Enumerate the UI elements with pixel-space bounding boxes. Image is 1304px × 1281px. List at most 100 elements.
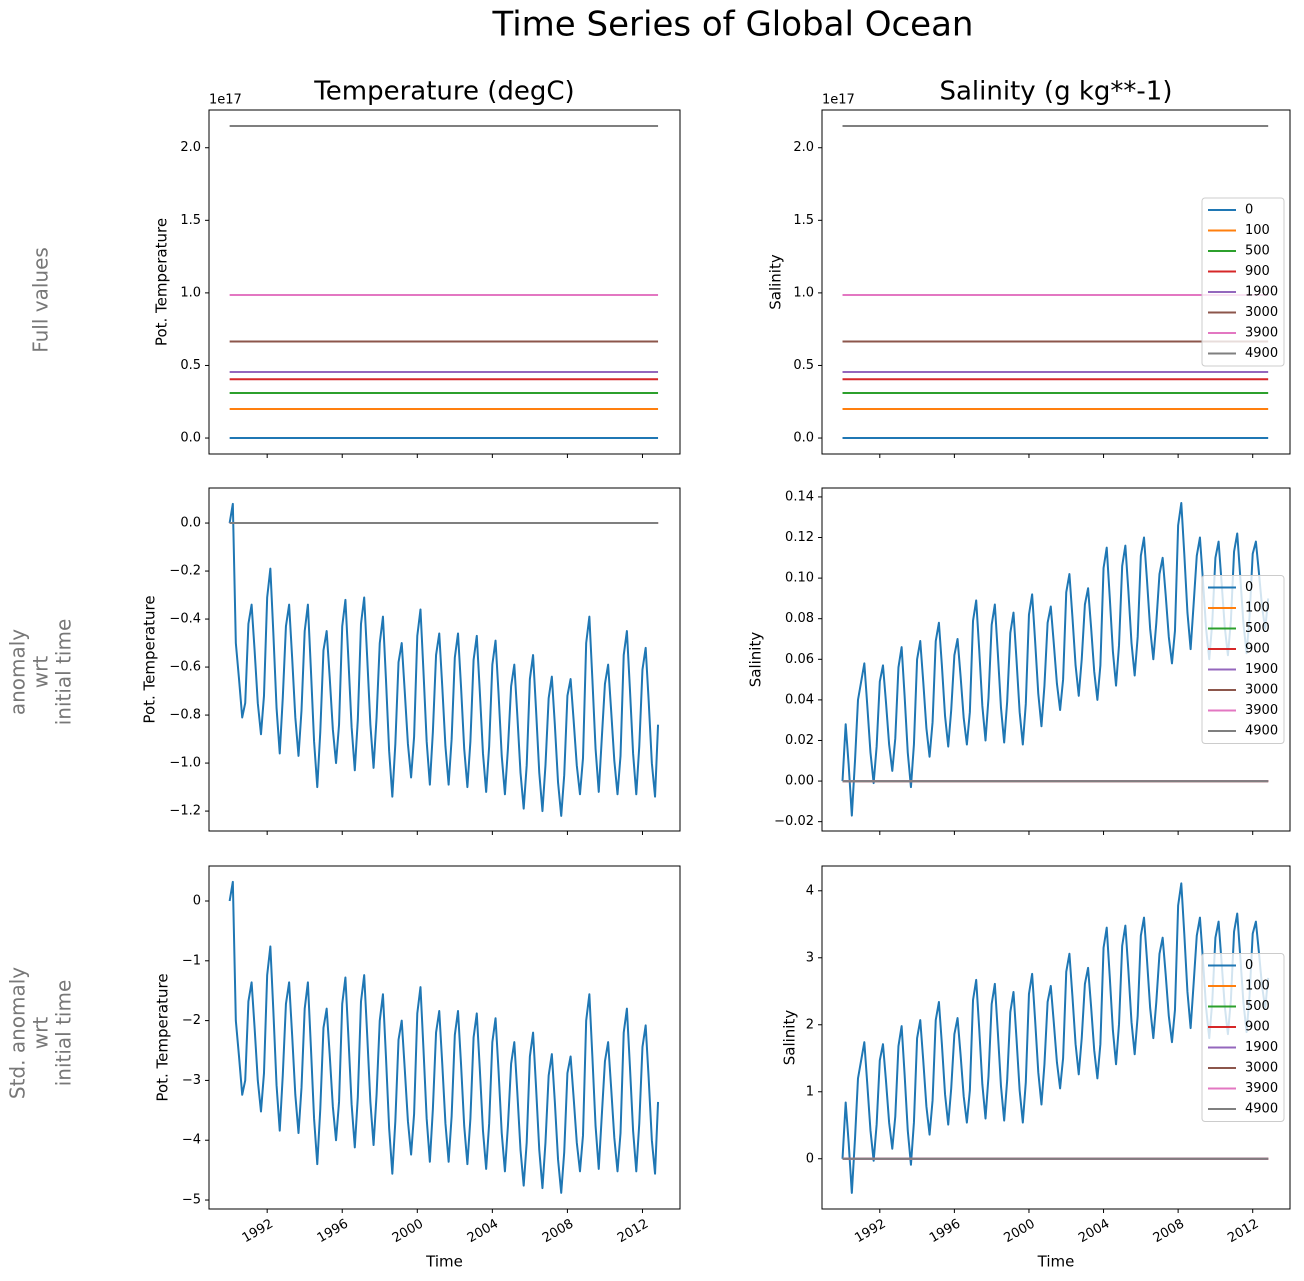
legend-label: 0	[1245, 203, 1253, 218]
y-axis-label: Pot. Temperature	[153, 218, 171, 346]
legend-label: 900	[1245, 264, 1270, 279]
x-tick-label: 2004	[465, 1217, 501, 1247]
legend-label: 3900	[1245, 1081, 1278, 1096]
plot-area	[841, 882, 1270, 1194]
y-tick-label: 0	[193, 893, 201, 908]
row-label: Full values	[29, 247, 53, 353]
row-label: initial time	[52, 980, 76, 1087]
y-tick-label: −5	[182, 1193, 201, 1208]
axes-frame	[208, 487, 681, 832]
y-tick-label: −1.2	[169, 804, 201, 819]
row-label: anomaly	[6, 629, 30, 715]
y-tick-label: 1.5	[793, 213, 814, 228]
x-tick-label: 1996	[315, 1217, 351, 1247]
y-tick-label: 0.14	[785, 489, 814, 504]
y-tick-label: 1.0	[793, 285, 814, 300]
y-tick-label: 1.5	[180, 213, 201, 228]
column-title: Temperature (degC)	[313, 77, 574, 107]
legend-box	[1201, 953, 1285, 1122]
legend-label: 3900	[1245, 326, 1278, 341]
legend-label: 500	[1245, 621, 1270, 636]
x-axis-label: Time	[425, 1253, 463, 1271]
y-axis-label: Pot. Temperature	[154, 973, 172, 1101]
legend-label: 900	[1245, 642, 1270, 657]
legend-label: 0	[1245, 580, 1253, 595]
offset-label: 1e17	[209, 93, 242, 108]
plot-area	[228, 880, 660, 1194]
legend-label: 0	[1245, 958, 1253, 973]
y-tick-label: 0	[806, 1151, 814, 1166]
offset-label: 1e17	[822, 93, 855, 108]
x-tick-label: 1996	[927, 1217, 963, 1247]
y-tick-label: 0.0	[180, 431, 201, 446]
column-title: Salinity (g kg**-1)	[940, 77, 1173, 107]
row-label: wrt	[29, 656, 53, 689]
legend-label: 3000	[1245, 1061, 1278, 1076]
legend-label: 4900	[1245, 346, 1278, 361]
y-tick-label: −1.0	[169, 756, 201, 771]
y-axis-label: Salinity	[747, 632, 765, 688]
x-tick-label: 2008	[1151, 1217, 1187, 1247]
y-tick-label: −0.4	[169, 612, 201, 627]
y-tick-label: 4	[806, 883, 814, 898]
x-tick-label: 1992	[852, 1217, 888, 1247]
x-tick-label: 2000	[390, 1217, 426, 1247]
y-tick-label: −0.6	[169, 660, 201, 675]
y-tick-label: 0.0	[180, 516, 201, 531]
figure-title: Time Series of Global Ocean	[492, 5, 974, 45]
legend-label: 100	[1245, 601, 1270, 616]
y-tick-label: −0.2	[169, 564, 201, 579]
x-tick-label: 2012	[615, 1217, 651, 1247]
plot-area	[228, 502, 660, 817]
y-tick-label: 0.0	[793, 431, 814, 446]
y-tick-label: 2.0	[180, 140, 201, 155]
row-label: Std. anomaly	[6, 967, 30, 1099]
axes-frame	[208, 109, 681, 455]
legend-label: 3900	[1245, 703, 1278, 718]
series-line	[228, 880, 660, 1194]
y-tick-label: 0.02	[785, 733, 814, 748]
y-tick-label: 1	[806, 1084, 814, 1099]
axes-frame	[821, 865, 1291, 1210]
y-tick-label: 0.12	[785, 530, 814, 545]
plot-area	[841, 502, 1270, 817]
y-tick-label: 0.00	[785, 774, 814, 789]
y-tick-label: 0.08	[785, 611, 814, 626]
y-tick-label: 3	[806, 950, 814, 965]
y-tick-label: 0.5	[180, 358, 201, 373]
y-tick-label: −2	[182, 1013, 201, 1028]
y-tick-label: 0.06	[785, 652, 814, 667]
x-tick-label: 2000	[1002, 1217, 1038, 1247]
plot-area	[229, 124, 659, 440]
y-axis-label: Pot. Temperature	[141, 595, 159, 723]
y-tick-label: 2	[806, 1017, 814, 1032]
y-tick-label: 0.10	[785, 571, 814, 586]
legend-label: 100	[1245, 223, 1270, 238]
row-label: wrt	[29, 1017, 53, 1050]
x-axis-label: Time	[1037, 1253, 1075, 1271]
y-tick-label: 0.04	[785, 692, 814, 707]
series-line	[841, 502, 1270, 817]
y-tick-label: −0.8	[169, 708, 201, 723]
series-line	[841, 882, 1270, 1194]
y-tick-label: −1	[182, 953, 201, 968]
y-tick-label: 0.5	[793, 358, 814, 373]
legend-label: 3000	[1245, 683, 1278, 698]
row-label: initial time	[52, 619, 76, 726]
legend-label: 1900	[1245, 662, 1278, 677]
y-tick-label: 2.0	[793, 140, 814, 155]
x-tick-label: 2004	[1076, 1217, 1112, 1247]
x-tick-label: 1992	[240, 1217, 276, 1247]
legend-label: 4900	[1245, 724, 1278, 739]
y-tick-label: −4	[182, 1133, 201, 1148]
x-tick-label: 2008	[540, 1217, 576, 1247]
axes-frame	[821, 109, 1291, 455]
legend-box	[1201, 197, 1285, 367]
legend-box	[1201, 575, 1285, 744]
legend-label: 900	[1245, 1020, 1270, 1035]
y-tick-label: −3	[182, 1073, 201, 1088]
y-axis-label: Salinity	[767, 254, 785, 310]
legend-label: 1900	[1245, 285, 1278, 300]
